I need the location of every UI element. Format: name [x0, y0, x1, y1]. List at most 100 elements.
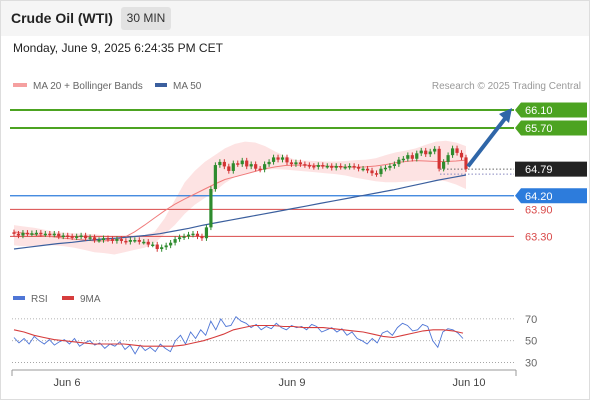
candle-body	[303, 164, 307, 166]
datetime-label: Monday, June 9, 2025 6:24:35 PM CET	[13, 41, 223, 55]
candle-body	[213, 165, 217, 189]
candle-body	[401, 158, 405, 161]
candle-body	[209, 189, 213, 228]
candle-body	[169, 242, 173, 246]
candle-body	[173, 239, 177, 243]
candle-body	[433, 148, 437, 152]
candle-body	[289, 162, 294, 165]
candle-body	[254, 164, 258, 169]
instrument-title: Crude Oil (WTI)	[11, 10, 113, 26]
support-label-5: 63.30	[525, 231, 553, 243]
candle-body	[75, 236, 79, 238]
projection-arrow-head	[499, 108, 512, 123]
candle-body	[316, 165, 320, 167]
candle-body	[48, 233, 52, 236]
candle-body	[195, 233, 200, 237]
candle-body	[142, 241, 146, 244]
candle-body	[330, 165, 334, 168]
candle-body	[249, 164, 253, 167]
candle-body	[52, 233, 56, 236]
ma50-line	[13, 174, 467, 250]
candle-body	[397, 159, 401, 165]
chart-header	[0, 0, 590, 36]
projection-arrow-line	[466, 114, 509, 168]
support-label-3: 64.20	[525, 191, 553, 203]
candle-body	[406, 155, 410, 159]
candle-body	[343, 166, 347, 169]
rsi-line	[13, 315, 464, 355]
rsi-tick-30: 30	[525, 358, 537, 370]
candle-body	[177, 237, 182, 240]
candle-body	[312, 165, 316, 168]
candle-body	[379, 168, 383, 175]
candle-body	[348, 165, 352, 168]
last-price-tag	[515, 161, 587, 177]
legend-ma50: MA 50	[155, 81, 201, 92]
candle-body	[388, 165, 392, 168]
candle-body	[128, 240, 132, 242]
ma50-swatch	[155, 83, 167, 88]
candle-body	[79, 235, 83, 237]
rsi-tick-70: 70	[525, 314, 537, 326]
resistance-label-0: 66.10	[525, 105, 553, 117]
candle-body	[21, 232, 25, 236]
candle-body	[115, 239, 119, 241]
candle-body	[97, 240, 101, 242]
legend-9ma-label: 9MA	[80, 294, 101, 305]
candle-body	[361, 168, 365, 171]
candle-body	[61, 235, 65, 237]
candle-body	[464, 157, 468, 170]
time-tick-2: Jun 10	[452, 377, 485, 389]
time-tick-1: Jun 9	[279, 377, 306, 389]
legend-ma50-label: MA 50	[173, 81, 202, 92]
candle-body	[442, 161, 446, 169]
timeframe-badge[interactable]: 30 MIN	[121, 7, 171, 30]
candle-body	[151, 244, 155, 247]
candle-body	[245, 160, 249, 167]
candle-body	[280, 157, 285, 160]
resistance-tag-0	[515, 102, 587, 118]
candle-body	[16, 233, 21, 236]
ma20-swatch	[13, 83, 27, 88]
candle-body	[271, 157, 276, 162]
candle-body	[374, 173, 379, 175]
candle-body	[119, 239, 124, 241]
candle-body	[325, 165, 329, 168]
candle-body	[365, 168, 370, 171]
candle-body	[106, 238, 110, 240]
candle-body	[419, 150, 423, 154]
candle-body	[370, 170, 374, 174]
candle-body	[155, 244, 159, 250]
legend-ma20: MA 20 + Bollinger Bands	[13, 81, 143, 92]
candle-body	[294, 162, 298, 165]
candle-body	[43, 233, 47, 236]
candle-body	[110, 239, 115, 241]
candle-body	[446, 155, 450, 162]
candle-body	[200, 236, 204, 239]
candle-body	[66, 235, 70, 237]
candle-body	[450, 148, 455, 156]
candle-body	[101, 238, 106, 241]
candle-body	[133, 240, 137, 242]
candle-body	[428, 151, 432, 155]
candle-body	[204, 227, 209, 239]
legend-rsi-label: RSI	[31, 294, 48, 305]
candle-body	[339, 165, 343, 168]
candle-body	[298, 162, 303, 165]
candle-body	[459, 152, 464, 158]
candle-body	[352, 165, 356, 168]
candle-body	[191, 233, 195, 236]
last-price-label: 64.79	[525, 164, 553, 176]
legend-9ma: 9MA	[62, 294, 101, 305]
candle-body	[222, 161, 226, 167]
candle-body	[356, 166, 361, 169]
candle-body	[34, 232, 38, 235]
candle-body	[321, 165, 325, 167]
candle-body	[455, 148, 459, 153]
candle-body	[285, 157, 289, 163]
candle-body	[12, 232, 16, 234]
candle-body	[160, 247, 164, 250]
candle-body	[84, 235, 88, 239]
support-tag-3	[515, 188, 587, 204]
candle-body	[218, 161, 222, 166]
